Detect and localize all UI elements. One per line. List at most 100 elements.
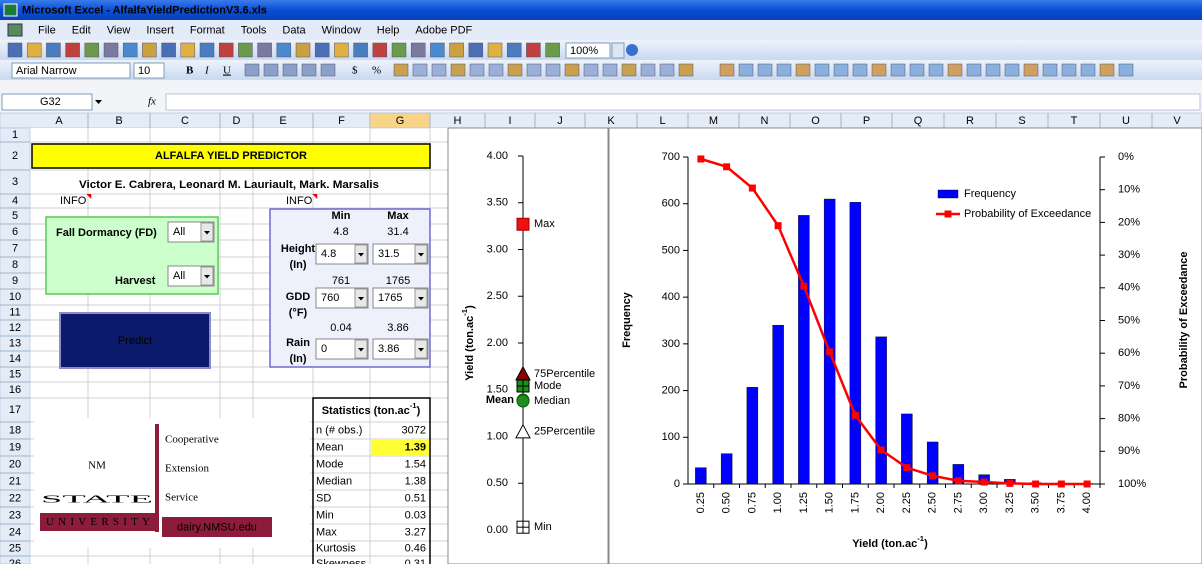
row-header[interactable]: 4 <box>12 195 18 207</box>
toolbar-icon[interactable] <box>142 42 157 58</box>
toolbar-icon[interactable] <box>412 63 428 77</box>
menu-item[interactable]: Adobe PDF <box>415 24 472 36</box>
column-header[interactable]: P <box>863 115 870 127</box>
format-button[interactable]: B <box>186 65 194 77</box>
toolbar-icon[interactable] <box>583 63 599 77</box>
column-header[interactable]: C <box>181 115 189 127</box>
row-header[interactable]: 19 <box>9 441 21 453</box>
toolbar-icon[interactable] <box>1061 63 1077 77</box>
toolbar-icon[interactable] <box>238 42 253 58</box>
row-header[interactable]: 3 <box>12 176 18 188</box>
menu-item[interactable]: Data <box>282 24 306 36</box>
menu-item[interactable]: Edit <box>72 24 91 36</box>
row-header[interactable]: 24 <box>9 526 21 538</box>
format-button[interactable]: I <box>204 65 210 77</box>
toolbar-icon[interactable] <box>871 63 887 77</box>
column-header[interactable]: G <box>396 115 405 127</box>
column-header[interactable]: J <box>557 115 563 127</box>
column-header[interactable]: E <box>279 115 286 127</box>
toolbar-icon[interactable] <box>353 42 368 58</box>
row-header[interactable]: 17 <box>9 404 21 416</box>
format-button[interactable]: U <box>223 65 231 77</box>
toolbar-icon[interactable] <box>449 42 464 58</box>
row-header[interactable]: 9 <box>12 275 18 287</box>
size-box[interactable] <box>133 62 165 79</box>
toolbar-icon[interactable] <box>947 63 963 77</box>
format-button[interactable]: $ <box>352 65 358 77</box>
toolbar-icon[interactable] <box>276 42 292 58</box>
toolbar-icon[interactable] <box>1080 63 1096 77</box>
toolbar-icon[interactable] <box>890 63 906 77</box>
toolbar-icon[interactable] <box>103 42 119 58</box>
toolbar-icon[interactable] <box>244 63 260 77</box>
toolbar-icon[interactable] <box>282 63 298 77</box>
row-header[interactable]: 6 <box>12 226 18 238</box>
predict-label[interactable]: Predict <box>118 335 152 347</box>
toolbar-icon[interactable] <box>640 63 656 77</box>
menu-item[interactable]: File <box>38 24 56 36</box>
toolbar-icon[interactable] <box>985 63 1001 77</box>
column-header[interactable]: H <box>454 115 462 127</box>
toolbar-icon[interactable] <box>507 63 523 77</box>
toolbar-icon[interactable] <box>180 42 196 58</box>
row-header[interactable]: 25 <box>9 542 21 554</box>
toolbar-icon[interactable] <box>738 63 754 77</box>
row-header[interactable]: 2 <box>12 150 18 162</box>
toolbar-icon[interactable] <box>909 63 925 77</box>
column-header[interactable]: F <box>338 115 345 127</box>
toolbar-icon[interactable] <box>314 42 330 58</box>
column-header[interactable]: N <box>761 115 769 127</box>
row-header[interactable]: 16 <box>9 384 21 396</box>
toolbar-icon[interactable] <box>65 42 80 58</box>
toolbar-icon[interactable] <box>263 63 279 77</box>
row-header[interactable]: 22 <box>9 492 21 504</box>
toolbar-icon[interactable] <box>928 63 944 77</box>
format-button[interactable]: % <box>372 65 381 77</box>
toolbar-icon[interactable] <box>46 42 61 58</box>
toolbar-icon[interactable] <box>526 42 541 58</box>
toolbar-icon[interactable] <box>1004 63 1020 77</box>
row-header[interactable]: 7 <box>12 242 18 254</box>
toolbar-icon[interactable] <box>7 42 23 58</box>
column-header[interactable]: U <box>1122 115 1130 127</box>
row-header[interactable]: 8 <box>12 259 18 271</box>
range-dropdown[interactable] <box>372 243 429 265</box>
toolbar-icon[interactable] <box>795 63 811 77</box>
row-header[interactable]: 23 <box>9 509 21 521</box>
row-header[interactable]: 21 <box>9 475 21 487</box>
column-header[interactable]: R <box>966 115 974 127</box>
row-header[interactable]: 15 <box>9 368 21 380</box>
toolbar-icon[interactable] <box>393 63 409 77</box>
toolbar-icon[interactable] <box>295 42 311 58</box>
row-header[interactable]: 5 <box>12 210 18 222</box>
toolbar-icon[interactable] <box>488 63 504 77</box>
row-header[interactable]: 1 <box>12 129 18 141</box>
toolbar-icon[interactable] <box>545 63 561 77</box>
toolbar-icon[interactable] <box>814 63 830 77</box>
menu-item[interactable]: Insert <box>146 24 174 36</box>
column-header[interactable]: Q <box>914 115 923 127</box>
toolbar-icon[interactable] <box>391 42 407 58</box>
column-header[interactable]: B <box>115 115 122 127</box>
column-header[interactable]: V <box>1173 115 1181 127</box>
toolbar-icon[interactable] <box>320 63 336 77</box>
toolbar-icon[interactable] <box>719 63 735 77</box>
toolbar-icon[interactable] <box>1118 63 1134 77</box>
toolbar-icon[interactable] <box>1042 63 1058 77</box>
toolbar-icon[interactable] <box>564 63 580 77</box>
menu-item[interactable]: Format <box>190 24 225 36</box>
toolbar-icon[interactable] <box>833 63 849 77</box>
toolbar-icon[interactable] <box>199 42 215 58</box>
column-header[interactable]: S <box>1018 115 1025 127</box>
toolbar-icon[interactable] <box>410 42 426 58</box>
toolbar-icon[interactable] <box>334 42 349 58</box>
range-dropdown[interactable] <box>372 287 429 309</box>
toolbar-icon[interactable] <box>506 42 522 58</box>
toolbar-icon[interactable] <box>161 42 176 58</box>
range-dropdown[interactable] <box>372 338 429 360</box>
toolbar-icon[interactable] <box>776 63 792 77</box>
row-header[interactable]: 11 <box>9 306 20 318</box>
row-header[interactable]: 12 <box>9 322 21 334</box>
toolbar-icon[interactable] <box>966 63 982 77</box>
column-header[interactable]: O <box>811 115 820 127</box>
